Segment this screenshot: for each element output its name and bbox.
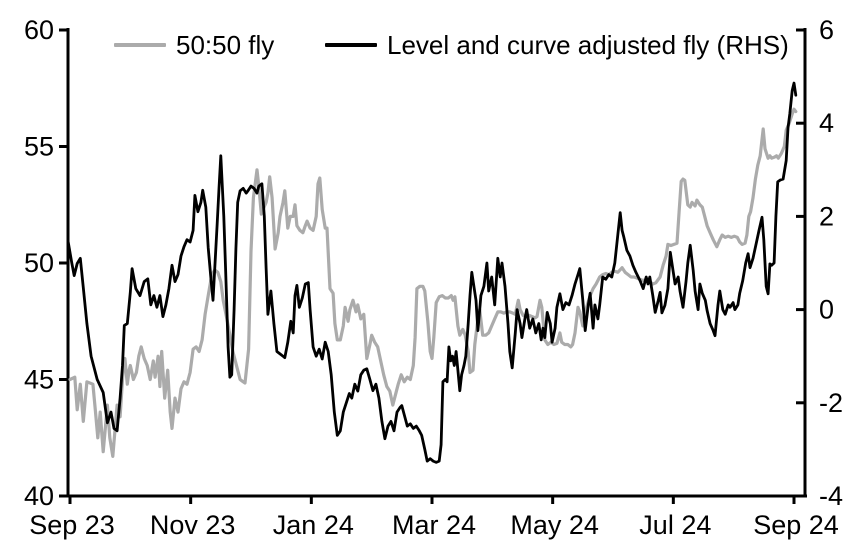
x-axis-tick-label: Jan 24 (273, 510, 354, 540)
x-axis-tick-label: Mar 24 (392, 510, 476, 540)
right-axis-tick-label: 2 (819, 201, 834, 231)
x-axis-tick-label: Jul 24 (639, 510, 711, 540)
left-axis-tick-label: 60 (24, 15, 54, 45)
left-axis-tick-label: 55 (24, 132, 54, 162)
right-axis-tick-label: 0 (819, 295, 834, 325)
left-axis-tick-label: 50 (24, 248, 54, 278)
x-axis-tick-label: May 24 (510, 510, 599, 540)
x-axis-tick-label: Sep 23 (29, 510, 115, 540)
x-axis-tick-label: Sep 24 (753, 510, 839, 540)
right-axis-tick-label: -4 (819, 481, 843, 511)
x-axis-tick-label: Nov 23 (150, 510, 236, 540)
left-axis-tick-label: 40 (24, 481, 54, 511)
right-axis-tick-label: 4 (819, 108, 834, 138)
series-5050-fly-line (68, 107, 798, 458)
right-axis-tick-label: -2 (819, 388, 843, 418)
right-axis-tick-label: 6 (819, 15, 834, 45)
left-axis-tick-label: 45 (24, 365, 54, 395)
series-adjusted-fly-line (66, 81, 798, 464)
